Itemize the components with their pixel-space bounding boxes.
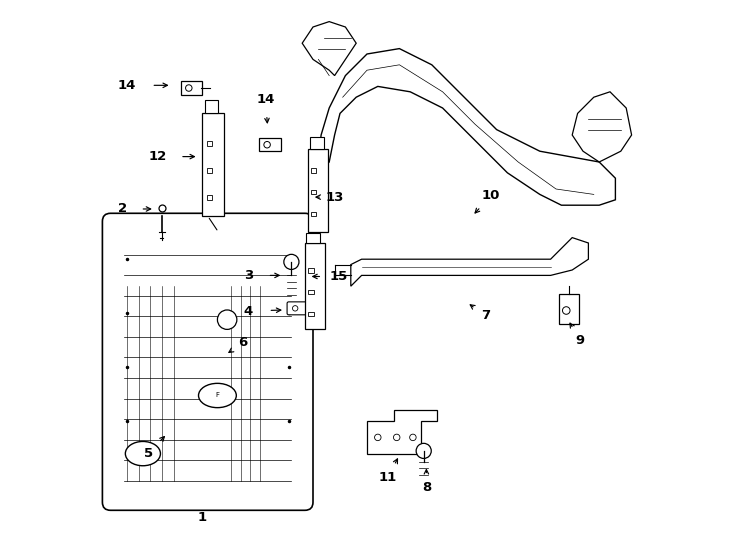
Text: 12: 12: [148, 150, 167, 163]
Bar: [310, 212, 316, 216]
Circle shape: [374, 434, 381, 441]
Bar: [310, 190, 316, 194]
Circle shape: [264, 141, 270, 148]
Text: 7: 7: [482, 309, 490, 322]
Bar: [308, 148, 328, 232]
Bar: [206, 168, 212, 173]
Text: 11: 11: [379, 471, 396, 484]
Bar: [181, 81, 203, 94]
Bar: [559, 294, 579, 324]
Circle shape: [393, 434, 400, 441]
Text: 5: 5: [144, 447, 153, 460]
Bar: [259, 138, 280, 151]
Polygon shape: [302, 22, 356, 76]
Bar: [310, 168, 316, 173]
Bar: [308, 290, 313, 294]
Bar: [310, 137, 324, 148]
Ellipse shape: [126, 442, 161, 465]
Circle shape: [186, 85, 192, 91]
Polygon shape: [351, 238, 589, 286]
Text: 10: 10: [482, 189, 501, 202]
Polygon shape: [367, 410, 437, 454]
FancyBboxPatch shape: [103, 213, 313, 510]
Bar: [203, 113, 224, 216]
Circle shape: [562, 307, 570, 314]
Text: 14: 14: [256, 93, 275, 106]
Circle shape: [284, 254, 299, 269]
Bar: [305, 243, 325, 329]
Text: 15: 15: [330, 270, 348, 283]
Text: 1: 1: [197, 511, 207, 524]
Bar: [206, 195, 212, 200]
Text: F: F: [215, 393, 219, 399]
Circle shape: [217, 310, 237, 329]
Bar: [206, 141, 212, 146]
Polygon shape: [319, 49, 615, 205]
Polygon shape: [573, 92, 631, 162]
Circle shape: [292, 306, 298, 311]
Text: 2: 2: [118, 202, 128, 215]
Text: 9: 9: [575, 334, 585, 347]
FancyBboxPatch shape: [287, 302, 309, 315]
FancyArrowPatch shape: [209, 218, 217, 230]
Ellipse shape: [198, 383, 236, 408]
Circle shape: [410, 434, 416, 441]
Text: 6: 6: [238, 336, 247, 349]
Text: 3: 3: [244, 269, 252, 282]
Bar: [306, 233, 320, 243]
Text: 13: 13: [325, 191, 344, 204]
Bar: [308, 268, 313, 273]
Text: 8: 8: [422, 481, 431, 494]
Bar: [205, 100, 218, 113]
Text: 14: 14: [117, 79, 136, 92]
Text: 4: 4: [244, 305, 252, 318]
Circle shape: [416, 443, 432, 458]
Bar: [308, 312, 313, 316]
